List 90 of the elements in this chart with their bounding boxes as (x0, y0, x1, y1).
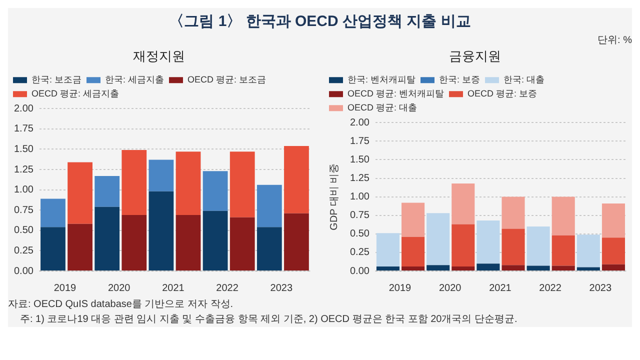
bar (94, 176, 120, 207)
bar (68, 224, 92, 270)
bar (176, 214, 201, 270)
y-tick-label: 0.50 (350, 228, 370, 240)
text: 단위: % (596, 34, 632, 47)
legend-label: 한국: 대출 (504, 74, 545, 85)
bar (576, 267, 600, 270)
bar (526, 226, 550, 266)
bar (402, 236, 425, 267)
bar (230, 152, 255, 218)
y-tick-label: 1.25 (350, 173, 370, 184)
bar (284, 213, 309, 270)
bar (40, 198, 66, 228)
x-tick-label: 2021 (489, 282, 512, 294)
y-tick-label: 0.00 (350, 266, 370, 277)
bar (552, 196, 575, 236)
y-tick-label: 2.00 (350, 117, 370, 128)
legend-label: 한국: 보조금 (32, 74, 82, 85)
legend-label: OECD 평균: 벤처캐피탈 (348, 88, 444, 99)
x-tick-label: 2022 (539, 282, 562, 294)
chart-title: 금융지원 (449, 48, 501, 64)
legend-label: 한국: 세금지출 (105, 74, 164, 85)
bar (602, 203, 625, 238)
bar (552, 235, 575, 266)
bar (426, 213, 450, 266)
text: 〈그림 1〉 한국과 OECD 산업정책 지출 비교 (168, 12, 472, 32)
y-tick-label: 1.75 (14, 124, 34, 135)
bar (176, 152, 201, 215)
bar (602, 238, 625, 264)
bar (122, 214, 147, 270)
x-tick-label: 2019 (54, 282, 77, 294)
legend-label: OECD 평균: 보조금 (188, 74, 266, 85)
x-tick-label: 2020 (438, 282, 462, 294)
y-tick-label: 0.50 (14, 225, 34, 236)
y-tick-label: 0.25 (14, 245, 34, 256)
bar (148, 191, 174, 270)
bar (552, 266, 575, 270)
chart-title: 재정지원 (133, 48, 185, 64)
bar (602, 264, 625, 270)
y-tick-label: 1.00 (14, 184, 34, 196)
y-tick-label: 1.75 (350, 136, 370, 147)
bar (526, 266, 550, 270)
bar (476, 264, 500, 270)
text: 주: 1) 코로나19 대응 관련 임시 지출 및 수출금융 항목 제외 기준, 2) OECD 평균은 한국 포함 20개국의 단순평균. (19, 313, 518, 327)
y-tick-label: 1.00 (350, 192, 370, 203)
bar (502, 196, 525, 229)
bar (148, 160, 174, 192)
y-tick-label: 0.00 (14, 266, 34, 277)
legend-label: OECD 평균: 보증 (468, 88, 538, 99)
bar (202, 210, 228, 270)
x-tick-label: 2021 (162, 282, 185, 294)
bar (284, 146, 309, 214)
bar (402, 266, 425, 270)
bar (452, 266, 475, 270)
bar (122, 150, 147, 215)
legend-label: OECD 평균: 세금지출 (32, 88, 120, 99)
bar (476, 220, 500, 264)
x-tick-label: 2020 (108, 282, 131, 294)
y-tick-label: 0.25 (350, 247, 370, 258)
bar (402, 202, 425, 237)
bar (202, 171, 228, 211)
bar (426, 265, 450, 270)
y-tick-label: 2.00 (14, 103, 34, 114)
bar (452, 224, 475, 267)
bar (256, 184, 282, 228)
y-axis-title: GDP 대비 비중 (328, 163, 340, 230)
legend-label: 한국: 벤처캐피탈 (348, 74, 416, 85)
bar (376, 233, 400, 267)
bar (502, 265, 525, 270)
y-tick-label: 1.50 (14, 144, 34, 155)
legend-label: 한국: 보증 (439, 74, 480, 85)
bar (576, 234, 600, 268)
x-tick-label: 2023 (270, 282, 293, 294)
y-tick-label: 1.25 (14, 164, 34, 176)
x-tick-label: 2023 (589, 282, 612, 294)
y-tick-label: 1.50 (350, 154, 370, 166)
legend-label: OECD 평균: 대출 (348, 102, 418, 113)
bar (94, 206, 120, 270)
x-tick-label: 2022 (216, 282, 239, 294)
bar (452, 183, 475, 224)
y-tick-label: 0.75 (350, 210, 370, 222)
bar (502, 228, 525, 266)
x-tick-label: 2019 (388, 282, 412, 294)
text: 자료: OECD QuIS database를 기반으로 저자 작성. (8, 298, 234, 312)
bar (68, 162, 92, 224)
bar (40, 227, 66, 270)
bar (376, 266, 400, 270)
bar (256, 227, 282, 270)
bar (230, 217, 255, 270)
y-tick-label: 0.75 (14, 204, 34, 216)
